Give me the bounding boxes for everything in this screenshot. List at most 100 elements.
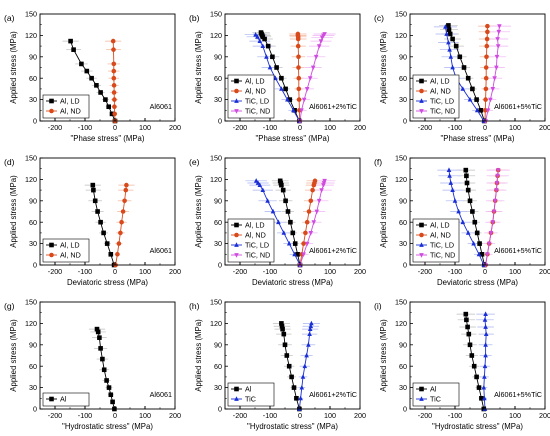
data-point [292, 251, 297, 257]
x-axis-label: Deviatoric stress (MPa) [252, 278, 333, 287]
data-point [484, 36, 490, 42]
data-point [447, 173, 452, 178]
data-point [101, 230, 106, 236]
data-point [295, 31, 301, 37]
legend-label: Al, LD [245, 221, 265, 230]
data-point [485, 23, 490, 29]
data-point [111, 68, 117, 74]
data-point [71, 47, 76, 52]
data-point [496, 29, 502, 35]
x-tick-label: 200 [539, 123, 550, 132]
data-point [291, 385, 297, 390]
y-axis-label: Applied stress (MPa) [9, 31, 18, 104]
data-point [482, 395, 487, 401]
series-line-1 [112, 41, 116, 122]
x-tick-label: 100 [324, 411, 336, 420]
y-tick-label: 150 [210, 10, 222, 19]
x-tick-label: -100 [78, 123, 92, 132]
data-point [316, 198, 322, 204]
data-point [90, 182, 96, 188]
data-point [461, 65, 467, 70]
data-point [308, 231, 314, 236]
legend-label: TiC, LD [430, 97, 454, 106]
data-point [285, 96, 290, 102]
x-tick-label: 200 [539, 411, 550, 420]
x-tick-label: 200 [354, 123, 366, 132]
panel-label: (i) [374, 301, 382, 311]
x-tick-label: 100 [139, 267, 151, 276]
legend-label: Al, LD [430, 77, 450, 86]
sample-label: Al6061 [150, 102, 172, 111]
data-point [111, 83, 117, 88]
legend-marker [419, 78, 424, 84]
y-tick-label: 30 [214, 383, 222, 392]
data-point [296, 86, 302, 92]
x-tick-label: -200 [233, 123, 247, 132]
data-point [298, 395, 303, 401]
data-point [103, 97, 108, 102]
x-tick-label: -100 [448, 411, 462, 420]
panel-8: -200 -100 0 100 200 0 30 60 90 120 150 "Hydrostatic… [374, 298, 550, 431]
data-point [94, 83, 99, 88]
legend-marker [234, 88, 239, 94]
panel-label: (e) [189, 157, 200, 167]
data-point [304, 87, 310, 92]
data-point [446, 39, 451, 45]
data-point [253, 31, 258, 37]
y-axis-label: Applied stress (MPa) [194, 175, 203, 248]
y-tick-label: 150 [25, 10, 37, 19]
data-point [288, 219, 293, 225]
data-point [483, 331, 489, 336]
data-point [447, 31, 453, 37]
data-point [304, 352, 309, 358]
data-point [111, 90, 117, 95]
data-point [448, 180, 454, 185]
data-point [95, 329, 101, 335]
sample-label: Al6061+2%TiC [309, 246, 357, 255]
data-point [301, 97, 307, 103]
data-point [465, 187, 471, 193]
data-point [467, 198, 473, 204]
x-tick-label: 0 [483, 123, 487, 132]
x-tick-label: 100 [324, 267, 336, 276]
data-point [307, 331, 312, 336]
y-tick-label: 90 [29, 340, 37, 349]
data-point [310, 65, 316, 71]
legend-marker [49, 98, 54, 104]
x-tick-label: -200 [233, 411, 247, 420]
data-point [260, 187, 266, 192]
legend-label: Al, LD [245, 77, 265, 86]
y-tick-label: 30 [29, 239, 37, 248]
data-point [279, 86, 284, 91]
y-axis-label: Applied stress (MPa) [194, 319, 203, 392]
data-point [488, 231, 494, 236]
y-tick-label: 150 [25, 298, 37, 307]
x-tick-label: 200 [539, 267, 550, 276]
sample-label: Al6061 [150, 390, 172, 399]
y-tick-label: 120 [210, 31, 222, 40]
y-axis-label: Applied stress (MPa) [379, 31, 388, 104]
legend-marker [234, 232, 239, 238]
x-tick-label: 100 [139, 123, 151, 132]
x-tick-label: -100 [448, 123, 462, 132]
data-point [294, 396, 299, 401]
y-tick-label: 0 [403, 405, 407, 414]
legend-marker [234, 242, 239, 247]
data-point [106, 104, 111, 110]
sample-label: Al6061+2%TiC [309, 390, 357, 399]
panel-label: (h) [189, 301, 200, 311]
data-point [97, 335, 102, 340]
data-point [260, 43, 266, 48]
y-tick-label: 60 [214, 218, 222, 227]
x-tick-label: 0 [298, 267, 302, 276]
data-point [486, 241, 492, 247]
y-axis-label: Applied stress (MPa) [9, 319, 18, 392]
y-tick-label: 150 [25, 154, 37, 163]
data-point [485, 29, 490, 35]
data-point [474, 107, 480, 113]
data-point [485, 252, 490, 257]
data-point [485, 108, 491, 113]
data-point [312, 178, 318, 184]
x-tick-label: 100 [509, 267, 521, 276]
